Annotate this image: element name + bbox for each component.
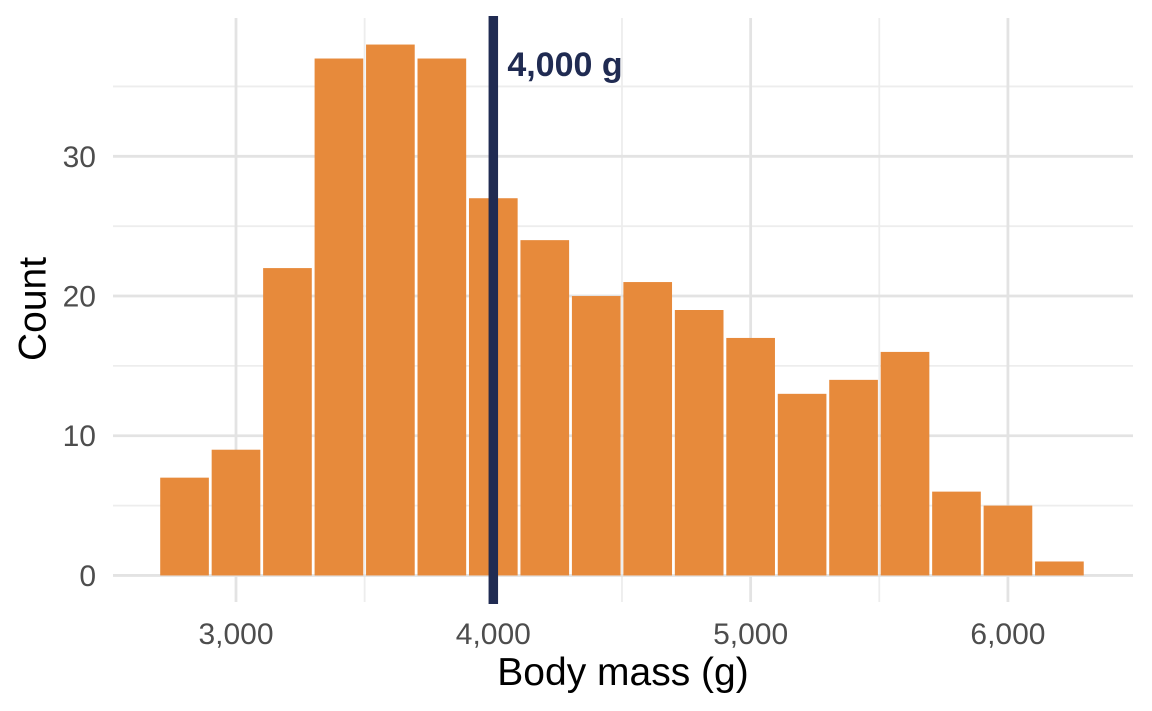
x-tick-label: 5,000 <box>713 618 788 651</box>
histogram-bar <box>829 379 878 576</box>
histogram-bar <box>366 44 415 576</box>
y-tick-label: 30 <box>63 141 96 174</box>
x-axis-title: Body mass (g) <box>497 651 748 694</box>
histogram-bar <box>314 58 364 576</box>
x-tick-label: 6,000 <box>970 618 1045 651</box>
histogram-bar <box>674 310 724 576</box>
histogram-bar <box>1035 561 1084 576</box>
histogram-bar <box>160 477 209 576</box>
x-tick-labels: 3,000 4,000 5,000 6,000 <box>198 618 1045 651</box>
histogram-bar <box>880 351 930 576</box>
x-tick-label: 4,000 <box>456 618 531 651</box>
histogram-bar <box>571 296 621 576</box>
histogram-bar <box>623 282 673 576</box>
bars-layer <box>160 44 1084 576</box>
y-tick-labels: 0 10 20 30 <box>63 141 96 593</box>
y-tick-label: 20 <box>63 281 96 314</box>
y-tick-label: 0 <box>79 560 96 593</box>
histogram-bar <box>777 393 827 576</box>
histogram-bar <box>726 337 775 576</box>
vline-annotation-label: 4,000 g <box>507 46 622 84</box>
histogram-bar <box>983 505 1033 576</box>
histogram-bar <box>211 449 261 576</box>
histogram-bar <box>520 240 570 576</box>
x-tick-label: 3,000 <box>198 618 273 651</box>
y-axis-title: Count <box>12 257 55 361</box>
histogram-bar <box>932 491 981 576</box>
histogram-bar <box>417 58 467 576</box>
histogram-bar <box>263 268 312 576</box>
y-tick-label: 10 <box>63 420 96 453</box>
